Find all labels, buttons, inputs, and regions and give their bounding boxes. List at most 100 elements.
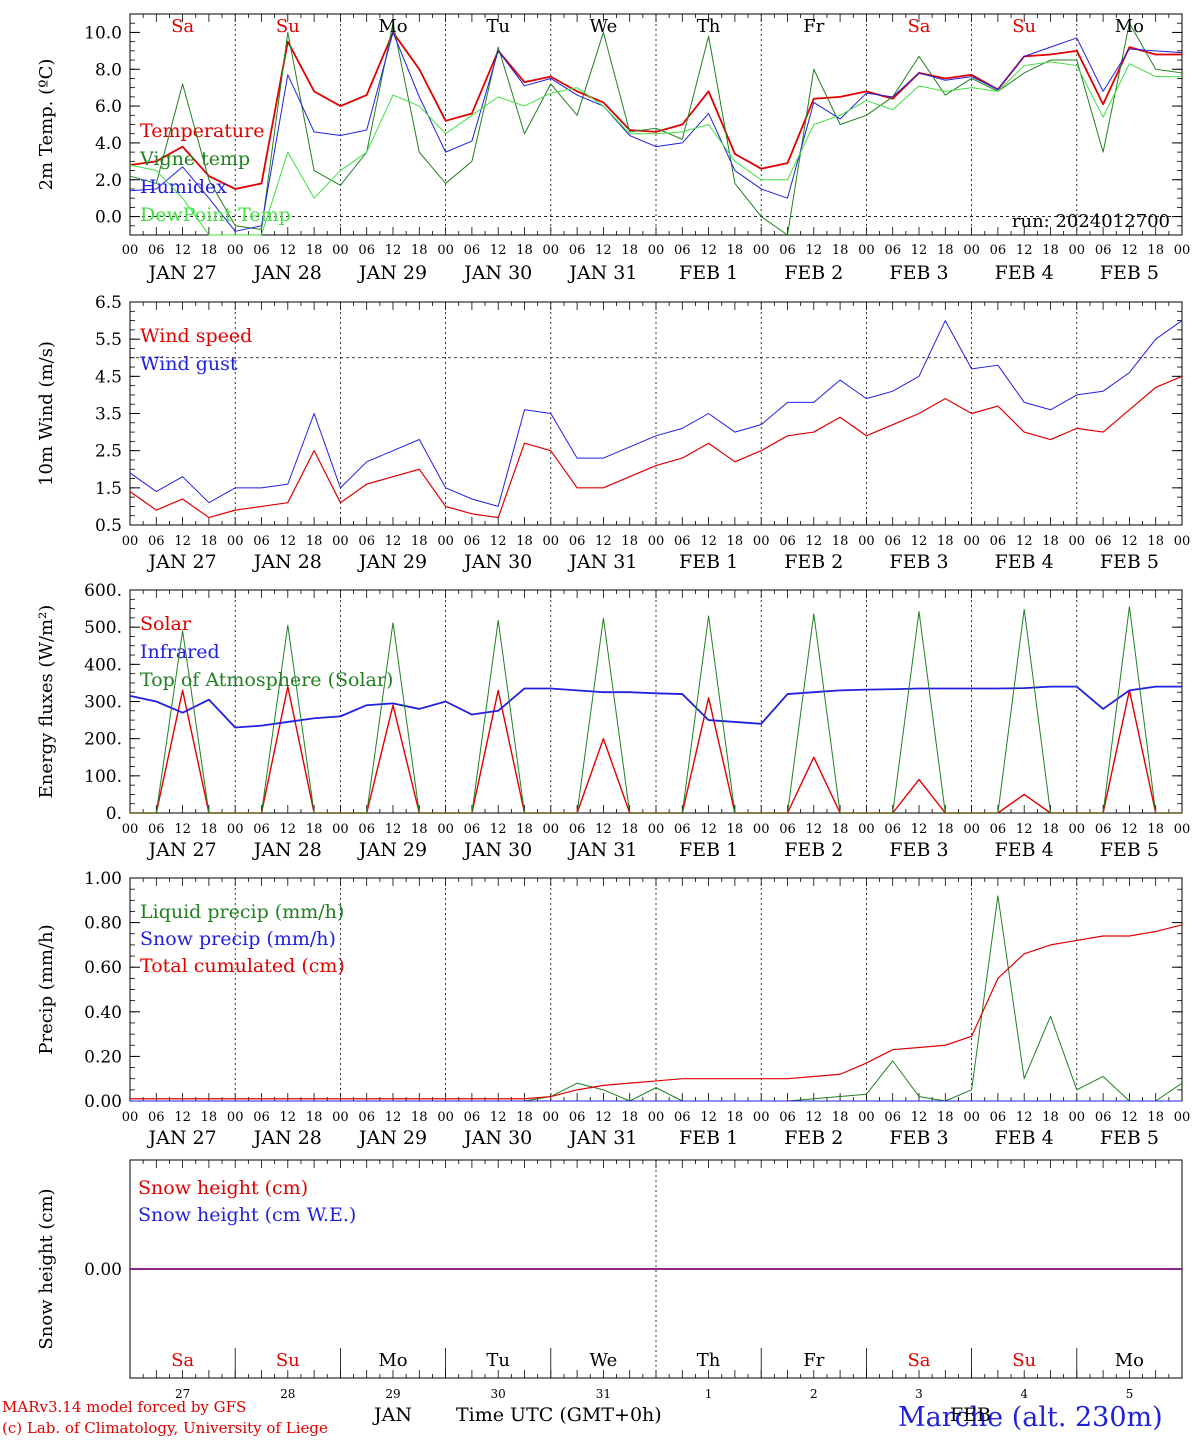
hour-tick-label: 06 [148,822,165,837]
hour-tick-label: 00 [332,1110,349,1125]
chart-panel-2: 6.5 5.5 4.5 3.5 2.5 1.5 0.5 10m Wind (m/s) Wind … [36,293,1190,573]
hour-tick-label: 06 [464,243,481,258]
date-label: FEB 1 [679,262,738,284]
hour-tick-label: 12 [1016,1110,1033,1125]
hour-tick-label: 00 [437,243,454,258]
hour-tick-label: 06 [148,1110,165,1125]
hour-tick-label: 12 [280,822,297,837]
hour-tick-label: 06 [779,534,796,549]
hour-tick-label: 12 [280,534,297,549]
legend-entry: Snow precip (mm/h) [140,928,336,950]
day-number-label: 31 [596,1387,611,1398]
hour-tick-label: 12 [595,822,612,837]
hour-tick-label: 06 [253,1110,270,1125]
hour-tick-label: 18 [516,243,533,258]
weekday-label: Mo [1115,1350,1144,1371]
weekday-label: We [590,1350,618,1371]
y-tick-label: 10.0 [84,23,122,43]
y-tick-label: 0.80 [84,914,122,934]
hour-tick-label: 18 [411,822,428,837]
date-label: JAN 27 [147,551,217,573]
date-label: JAN 27 [147,262,217,284]
hour-tick-label: 00 [858,1110,875,1125]
hour-tick-label: 06 [464,822,481,837]
hour-tick-label: 06 [358,822,375,837]
weekday-label: Su [276,16,300,37]
hour-tick-label: 12 [1016,534,1033,549]
hour-tick-label: 18 [201,243,218,258]
hour-tick-label: 00 [437,822,454,837]
hour-tick-label: 06 [779,822,796,837]
hour-tick-label: 12 [806,1110,823,1125]
hour-tick-label: 12 [1121,534,1138,549]
hour-tick-label: 12 [490,534,507,549]
model-credit: MARv3.14 model forced by GFS [2,1398,247,1416]
date-label: FEB 5 [1100,839,1159,861]
hour-tick-label: 00 [1069,243,1086,258]
chart-panel-3: 600. 500. 400. 300. 200. 100. 0. Energy fluxes … [36,581,1190,861]
day-number-label: 2 [810,1387,818,1398]
infrared-series [129,685,1182,729]
hour-tick-label: 18 [306,534,323,549]
date-label: JAN 30 [462,1127,532,1149]
hour-tick-label: 12 [700,1110,717,1125]
day-number-label: 27 [175,1387,190,1398]
legend-entry: Solar [140,613,192,635]
hour-tick-label: 06 [1095,534,1112,549]
hour-tick-label: 12 [806,534,823,549]
hour-tick-label: 06 [358,243,375,258]
date-label: JAN 30 [462,839,532,861]
legend-entry: Liquid precip (mm/h) [140,901,344,923]
hour-tick-label: 06 [884,243,901,258]
legend-entry: Humidex [140,176,227,198]
hour-tick-label: 06 [148,243,165,258]
date-label: JAN 30 [462,262,532,284]
hour-tick-label: 00 [122,1110,139,1125]
hour-tick-label: 00 [963,822,980,837]
hour-tick-label: 18 [727,822,744,837]
hour-tick-label: 12 [806,243,823,258]
hour-tick-label: 12 [1121,822,1138,837]
hour-tick-label: 18 [411,1110,428,1125]
y-tick-label: 0.40 [84,1003,122,1023]
weekday-label: Mo [378,16,407,37]
hour-tick-label: 18 [621,822,638,837]
hour-tick-label: 12 [174,822,191,837]
y-tick-label: 600. [84,581,122,601]
hour-tick-label: 00 [648,1110,665,1125]
hour-tick-label: 06 [1095,243,1112,258]
hour-tick-label: 18 [937,243,954,258]
weekday-label: Sa [171,16,194,37]
hour-tick-label: 00 [227,243,244,258]
y-tick-label: 1.00 [84,869,122,889]
hour-tick-label: 06 [884,1110,901,1125]
date-label: FEB 4 [995,551,1054,573]
hour-tick-label: 06 [674,822,691,837]
date-label: FEB 1 [679,839,738,861]
hour-tick-label: 00 [437,534,454,549]
y-tick-label: 100. [84,767,122,787]
hour-tick-label: 06 [779,1110,796,1125]
hour-tick-label: 12 [385,243,402,258]
hour-tick-label: 06 [358,534,375,549]
hour-tick-label: 00 [332,534,349,549]
date-label: FEB 4 [995,839,1054,861]
y-tick-label: 0.00 [84,1260,122,1280]
hour-tick-label: 18 [306,243,323,258]
date-label: FEB 5 [1100,262,1159,284]
hour-tick-label: 00 [858,534,875,549]
hour-tick-label: 12 [385,534,402,549]
total-cumulated-cm-series [130,924,1183,1100]
hour-tick-label: 00 [332,243,349,258]
date-label: FEB 2 [784,1127,843,1149]
hour-tick-label: 00 [963,243,980,258]
hour-tick-label: 18 [937,1110,954,1125]
y-tick-label: 1.5 [95,479,122,499]
hour-tick-label: 18 [1042,243,1059,258]
legend-entry: Snow height (cm) [138,1177,308,1199]
date-label: JAN 29 [357,262,427,284]
chart-panel-5: 0.00 Snow height (cm) Snow height (cm) Snow… [36,1159,1183,1398]
day-number-label: 29 [385,1387,400,1398]
y-tick-label: 4.0 [95,134,122,154]
date-label: FEB 5 [1100,551,1159,573]
